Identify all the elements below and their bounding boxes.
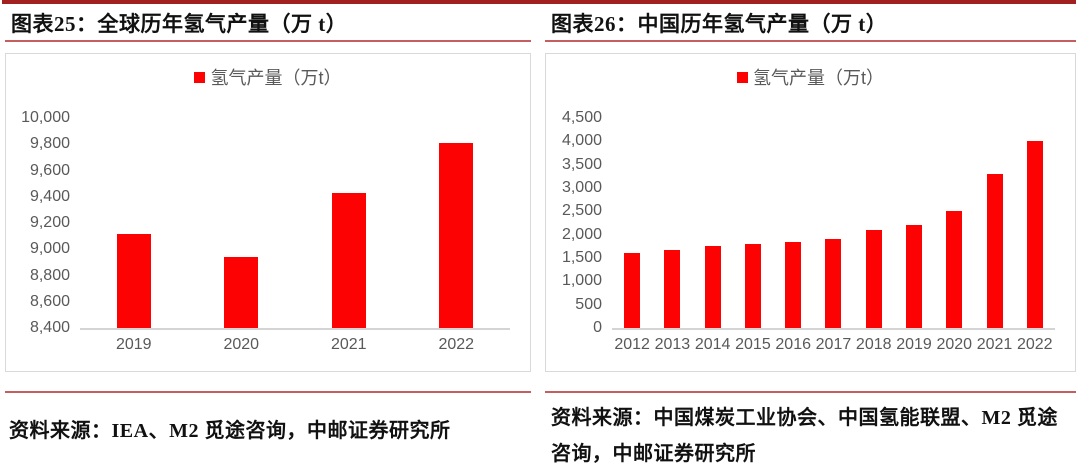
- bar-column: [80, 118, 188, 328]
- y-axis-tick-label: 10,000: [21, 109, 70, 126]
- bar-column: [894, 118, 934, 328]
- bar: [331, 192, 366, 328]
- x-axis-tick-label: 2019: [115, 336, 152, 353]
- plot: [612, 118, 1055, 330]
- x-axis-tick-label: 2013: [654, 336, 691, 353]
- y-axis-tick-label: 9,000: [29, 240, 70, 258]
- bar-column: [652, 118, 692, 328]
- chart-legend: 氢气产量（万t）: [16, 66, 520, 88]
- figure-title-global: 图表25：全球历年氢气产量（万 t）: [11, 12, 348, 36]
- y-axis-tick-label: 2,000: [561, 225, 602, 243]
- legend-swatch-icon: [736, 71, 748, 83]
- y-axis-tick-label: 500: [575, 295, 602, 313]
- source-text: 资料来源：中国煤炭工业协会、中国氢能联盟、M2 觅途咨询，中邮证券研究所: [551, 407, 1058, 465]
- y-axis-tick-label: 8,400: [29, 319, 70, 336]
- bar-column: [773, 118, 813, 328]
- x-axis: 2019 2020 2021 2022: [80, 335, 510, 355]
- y-axis-tick-label: 8,600: [29, 292, 70, 310]
- x-axis-tick-label: 2022: [438, 336, 475, 353]
- bar-column: [1015, 118, 1055, 328]
- y-axis-tick-label: 0: [593, 319, 602, 336]
- y-axis-tick-label: 4,500: [561, 109, 602, 126]
- source-note-global: 资料来源：IEA、M2 觅途咨询，中邮证券研究所: [5, 391, 531, 444]
- plot: [80, 118, 510, 330]
- bar: [116, 233, 151, 328]
- bar: [905, 225, 922, 328]
- bar-column: [934, 118, 974, 328]
- chart-area: 0 500 1,000 1,500 2,000 2,500 3,000 3,500 4,000 4…: [556, 109, 1065, 355]
- y-axis-tick-label: 9,600: [29, 161, 70, 179]
- bar-column: [813, 118, 853, 328]
- y-axis-tick-label: 3,000: [561, 179, 602, 196]
- chart-box-china: 氢气产量（万t） 0 500 1,000 1,500 2,000 2,500 3,000 3,…: [545, 53, 1076, 372]
- bar-column: [854, 118, 894, 328]
- x-axis-tick-label: 2014: [694, 336, 731, 353]
- x-axis-tick-label: 2017: [815, 336, 852, 353]
- bar-column: [403, 118, 511, 328]
- figure-china-hydrogen: 图表26：中国历年氢气产量（万 t） 氢气产量（万t） 0 500 1,000 1,5…: [545, 4, 1076, 472]
- bar: [624, 253, 641, 328]
- y-axis-tick-label: 9,200: [29, 214, 70, 231]
- plot-area: 2019 2020 2021 2022: [80, 118, 510, 355]
- bar: [825, 238, 842, 328]
- x-axis-tick-label: 2020: [936, 336, 973, 353]
- legend-label: 氢气产量（万t）: [752, 68, 884, 88]
- x-axis-tick-label: 2018: [855, 336, 892, 353]
- legend-swatch-icon: [194, 71, 206, 83]
- x-axis: 2012 2013 2014 2015 2016 2017 2018 2019 2020 2021…: [612, 335, 1055, 355]
- source-text: 资料来源：IEA、M2 觅途咨询，中邮证券研究所: [9, 420, 451, 442]
- bar: [1026, 141, 1043, 328]
- y-axis: 0 500 1,000 1,500 2,000 2,500 3,000 3,500 4,000 4…: [556, 109, 612, 336]
- x-axis-tick-label: 2019: [896, 336, 932, 353]
- bar: [744, 244, 761, 328]
- figure-global-hydrogen: 图表25：全球历年氢气产量（万 t） 氢气产量（万t） 8,400 8,600 8,…: [5, 4, 531, 472]
- bar-chart-global: 8,400 8,600 8,800 9,000 9,200 9,400 9,600 9,800…: [16, 109, 520, 355]
- page-top-red-bar: [2, 0, 1076, 4]
- x-axis-tick-label: 2020: [223, 336, 260, 353]
- bar: [664, 249, 681, 328]
- title-underline: [5, 40, 531, 42]
- chart-area: 8,400 8,600 8,800 9,000 9,200 9,400 9,600 9,800…: [16, 109, 520, 355]
- bar-column: [188, 118, 296, 328]
- source-note-china: 资料来源：中国煤炭工业协会、中国氢能联盟、M2 觅途咨询，中邮证券研究所: [545, 391, 1076, 472]
- chart-legend: 氢气产量（万t）: [556, 66, 1065, 88]
- x-axis-tick-label: 2015: [735, 336, 771, 353]
- bar-chart-china: 0 500 1,000 1,500 2,000 2,500 3,000 3,500 4,000 4…: [556, 109, 1065, 355]
- y-axis-tick-label: 8,800: [29, 266, 70, 284]
- bar: [704, 246, 721, 328]
- bar-column: [693, 118, 733, 328]
- y-axis: 8,400 8,600 8,800 9,000 9,200 9,400 9,600 9,800…: [16, 109, 80, 336]
- bar: [986, 174, 1003, 328]
- title-underline: [545, 40, 1076, 42]
- bar-column: [295, 118, 403, 328]
- y-axis-tick-label: 1,500: [561, 249, 602, 266]
- x-axis-tick-label: 2012: [614, 336, 650, 353]
- plot-area: 2012 2013 2014 2015 2016 2017 2018 2019 2020 2021…: [612, 118, 1055, 355]
- y-axis-tick-label: 9,400: [29, 187, 70, 205]
- y-axis-tick-label: 4,000: [561, 132, 602, 150]
- y-axis-tick-label: 2,500: [561, 202, 602, 220]
- y-axis-tick-label: 9,800: [29, 135, 70, 153]
- bar: [946, 211, 963, 328]
- x-axis-tick-label: 2021: [330, 336, 367, 353]
- x-axis-tick-label: 2016: [775, 336, 811, 353]
- y-axis-tick-label: 1,000: [561, 272, 602, 290]
- bar: [224, 257, 259, 328]
- x-axis-tick-label: 2021: [976, 336, 1013, 353]
- bar-column: [974, 118, 1014, 328]
- bar-column: [612, 118, 652, 328]
- bar-column: [733, 118, 773, 328]
- legend-label: 氢气产量（万t）: [210, 68, 342, 88]
- figure-title-china: 图表26：中国历年氢气产量（万 t）: [551, 12, 888, 36]
- y-axis-tick-label: 3,500: [561, 155, 602, 173]
- x-axis-tick-label: 2022: [1016, 336, 1053, 353]
- bar: [439, 142, 474, 328]
- bar: [785, 241, 802, 328]
- chart-box-global: 氢气产量（万t） 8,400 8,600 8,800 9,000 9,200 9,400 9…: [5, 53, 531, 372]
- bar: [865, 230, 882, 328]
